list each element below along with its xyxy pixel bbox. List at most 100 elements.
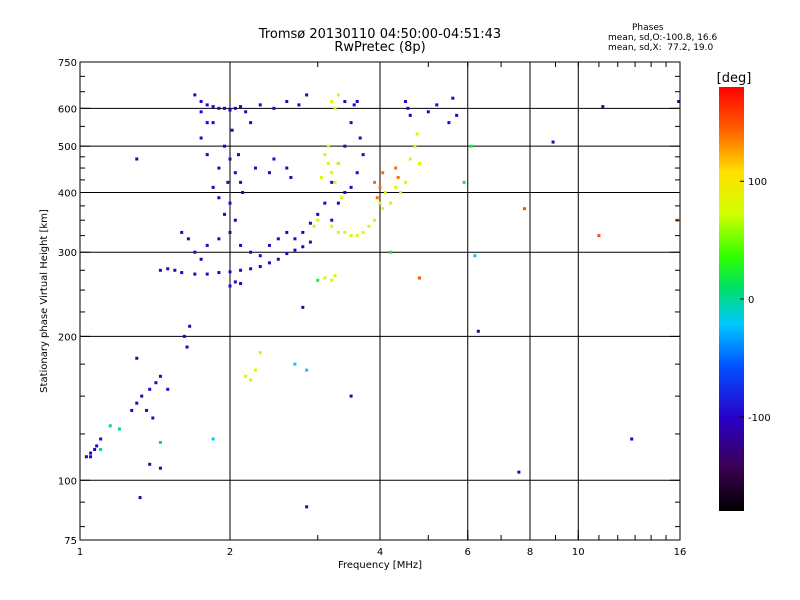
data-point	[343, 144, 347, 148]
data-point	[378, 185, 382, 189]
data-point	[355, 171, 359, 175]
data-point	[185, 345, 189, 349]
data-point	[239, 268, 243, 272]
data-point	[249, 378, 253, 382]
grid-lines	[80, 62, 680, 540]
data-point	[158, 466, 162, 470]
data-point	[244, 110, 248, 114]
data-point	[193, 272, 197, 276]
data-point	[239, 105, 243, 109]
data-point	[188, 324, 192, 328]
data-point	[396, 175, 400, 179]
data-point	[330, 278, 334, 282]
data-point	[406, 106, 410, 110]
data-point	[316, 278, 320, 282]
data-point	[158, 374, 162, 378]
data-point	[305, 93, 309, 97]
data-point	[383, 190, 387, 194]
data-point	[239, 282, 243, 286]
data-point	[340, 196, 344, 200]
data-point	[180, 271, 184, 275]
data-point	[223, 144, 227, 148]
data-point	[182, 334, 186, 338]
data-point	[217, 196, 221, 200]
data-point	[403, 100, 407, 104]
data-point	[158, 440, 162, 444]
data-point	[228, 108, 232, 112]
data-point	[180, 230, 184, 234]
data-point	[349, 234, 353, 238]
data-point	[473, 254, 477, 258]
data-point	[239, 243, 243, 247]
data-point	[330, 180, 334, 184]
data-point	[186, 237, 190, 241]
data-point	[173, 268, 177, 272]
data-point	[228, 201, 232, 205]
data-point	[343, 230, 347, 234]
stats-x-mode: mean, sd,X: 77.2, 19.0	[608, 43, 714, 53]
stats-o-mode: mean, sd,O:-100.8, 16.6	[608, 33, 718, 43]
data-point	[258, 351, 262, 355]
x-tick-label: 4	[377, 547, 383, 558]
y-tick-label: 75	[64, 536, 77, 547]
y-tick-label: 600	[58, 104, 77, 115]
data-point	[99, 437, 103, 441]
data-point	[415, 132, 419, 136]
data-point	[389, 201, 393, 205]
data-point	[336, 201, 340, 205]
data-point	[451, 96, 455, 100]
data-point	[394, 185, 398, 189]
data-point	[211, 121, 215, 125]
data-point	[199, 136, 203, 140]
data-point	[228, 270, 232, 274]
data-point	[333, 180, 337, 184]
data-point	[249, 121, 253, 125]
y-axis-label: Stationary phase Virtual Height [km]	[39, 209, 50, 393]
stats-title: Phases	[632, 23, 664, 33]
data-point	[312, 224, 316, 228]
data-point	[293, 237, 297, 241]
data-point	[276, 237, 280, 241]
data-point	[285, 100, 289, 104]
data-point	[308, 221, 312, 225]
data-point	[435, 103, 439, 107]
data-point	[343, 190, 347, 194]
data-point	[205, 153, 209, 157]
data-point	[333, 274, 337, 278]
data-point	[597, 234, 601, 238]
data-point	[349, 394, 353, 398]
data-point	[330, 171, 334, 175]
data-point	[217, 237, 221, 241]
data-point	[367, 224, 371, 228]
data-point	[249, 267, 253, 271]
data-point	[551, 140, 555, 144]
data-point	[108, 424, 112, 428]
x-tick-label: 16	[674, 547, 687, 558]
data-point	[258, 103, 262, 107]
data-point	[211, 437, 215, 441]
y-tick-label: 300	[58, 248, 77, 259]
x-tick-label: 8	[527, 547, 533, 558]
data-point	[95, 444, 99, 448]
data-point	[301, 245, 305, 249]
data-point	[285, 166, 289, 170]
data-point	[319, 175, 323, 179]
data-point	[199, 110, 203, 114]
data-point	[276, 257, 280, 261]
data-point	[330, 224, 334, 228]
data-point	[352, 103, 356, 107]
data-point	[399, 190, 403, 194]
chart-title: Tromsø 20130110 04:50:00-04:51:43	[258, 27, 502, 42]
x-tick-label: 1	[77, 547, 83, 558]
data-point	[205, 272, 209, 276]
data-point	[336, 161, 340, 165]
data-point	[316, 218, 320, 222]
data-point	[403, 180, 407, 184]
data-points	[84, 93, 681, 509]
data-point	[361, 153, 365, 157]
data-point	[285, 230, 289, 234]
data-point	[239, 180, 243, 184]
data-point	[135, 356, 139, 360]
data-point	[336, 93, 340, 97]
data-point	[253, 166, 257, 170]
